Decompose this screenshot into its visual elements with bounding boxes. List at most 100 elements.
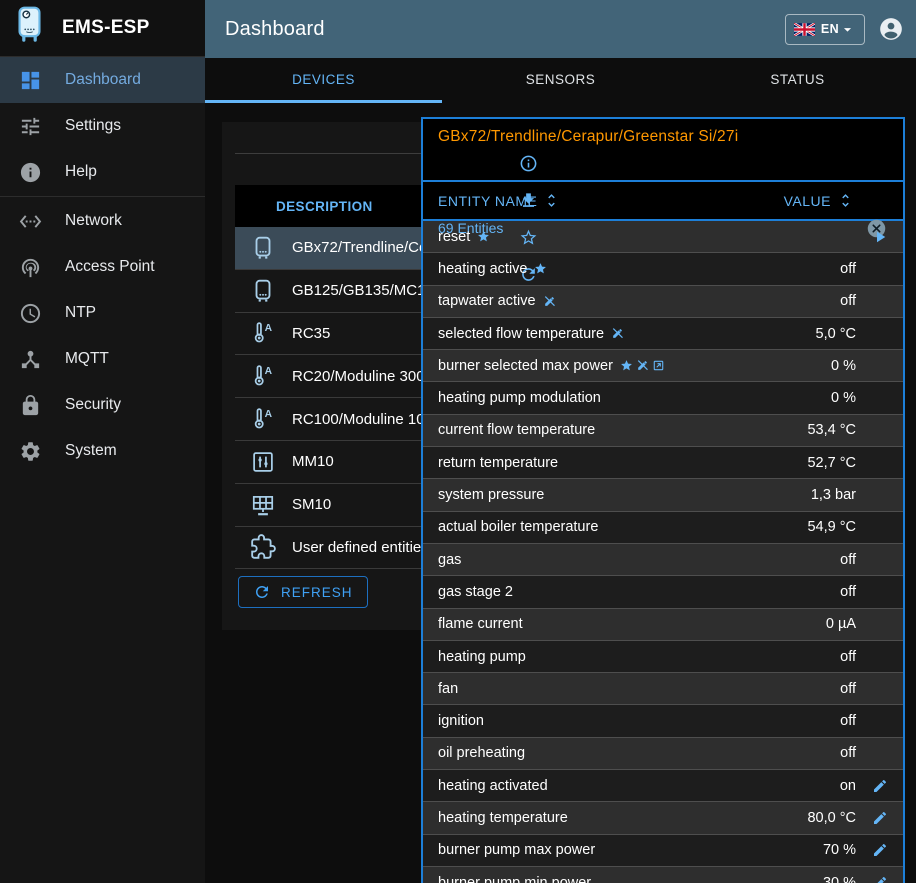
entity-name: heating active (438, 260, 528, 277)
play-icon[interactable] (871, 228, 889, 246)
entity-row: return temperature 52,7 °C (423, 447, 903, 480)
entity-row[interactable]: burner pump min power 30 % (423, 866, 903, 883)
device-row-label: RC20/Moduline 300 (292, 367, 421, 385)
sidebar-item-access-point[interactable]: Access Point (0, 244, 205, 290)
tab-bar: DEVICES SENSORS STATUS (205, 58, 916, 103)
entity-row[interactable]: heating activated on (423, 770, 903, 803)
favorite-icon (477, 230, 490, 243)
thermostat-icon: A (250, 363, 276, 389)
entity-row[interactable]: heating temperature 80,0 °C (423, 802, 903, 835)
edit-off-icon (636, 359, 649, 372)
entity-value: 0 µA (825, 616, 856, 633)
device-row[interactable]: SM10 (235, 484, 421, 527)
close-icon[interactable] (866, 218, 887, 239)
device-row[interactable]: A RC20/Moduline 300 (235, 355, 421, 399)
device-row[interactable]: A RC100/Moduline 1000 (235, 398, 421, 441)
device-row-label: User defined entities (292, 538, 421, 556)
entity-row: current flow temperature 53,4 °C (423, 414, 903, 448)
entity-markers (543, 295, 559, 308)
boiler-icon (250, 278, 276, 304)
device-row[interactable]: A RC35 (235, 313, 421, 356)
main-content: DESCRIPTION GBx72/Trendline/Cerapur/Gree… (205, 103, 916, 883)
sidebar-item-label: Access Point (65, 258, 155, 275)
language-selector-button[interactable]: EN (784, 13, 865, 45)
device-row[interactable]: MM10 (235, 441, 421, 484)
sidebar-item-label: System (65, 442, 117, 459)
edit-icon[interactable] (872, 810, 888, 826)
refresh-button[interactable]: REFRESH (238, 576, 368, 608)
sidebar-item-help[interactable]: Help (0, 149, 205, 195)
panel-toolbar: 69 Entities (438, 154, 889, 302)
security-icon (19, 394, 42, 417)
tab-status[interactable]: STATUS (679, 58, 916, 103)
devices-card: DESCRIPTION GBx72/Trendline/Cerapur/Gree… (222, 122, 421, 630)
sort-icon (543, 192, 560, 209)
topbar-actions: EN (784, 13, 904, 45)
sidebar-item-mqtt[interactable]: MQTT (0, 336, 205, 382)
entity-row: gas stage 2 off (423, 576, 903, 609)
entity-name: return temperature (438, 454, 559, 471)
edit-icon[interactable] (872, 778, 888, 794)
account-button[interactable] (878, 16, 904, 42)
entity-row: flame current 0 µA (423, 608, 903, 641)
star-icon[interactable] (519, 228, 538, 247)
edit-off-icon (611, 327, 624, 340)
entity-value: 30 % (822, 874, 856, 883)
sidebar-item-label: Settings (65, 117, 122, 134)
entity-value: 0 % (831, 357, 856, 374)
entity-row: ignition off (423, 705, 903, 738)
mqtt-icon (19, 348, 42, 371)
app-name: EMS-ESP (62, 17, 150, 38)
entity-name: system pressure (438, 487, 545, 504)
entity-count: 69 Entities (438, 220, 504, 236)
entity-name: current flow temperature (438, 422, 596, 439)
sort-icon (837, 192, 854, 209)
entity-row: tapwater active off (423, 285, 903, 318)
entity-markers (534, 262, 550, 275)
entity-row: heating active off (423, 253, 903, 286)
entity-row[interactable]: reset (423, 221, 903, 254)
tab-sensors[interactable]: SENSORS (442, 58, 679, 103)
sidebar-item-system[interactable]: System (0, 428, 205, 474)
sort-by-entity-name[interactable]: ENTITY NAME (438, 192, 560, 209)
entity-value: 5,0 °C (815, 325, 856, 342)
tab-devices[interactable]: DEVICES (205, 58, 442, 103)
svg-text:A: A (265, 366, 273, 377)
panel-header: GBx72/Trendline/Cerapur/Greenstar Si/27i… (423, 119, 903, 281)
device-row-label: MM10 (292, 453, 334, 471)
device-row-label: RC35 (292, 324, 331, 342)
sidebar-item-ntp[interactable]: NTP (0, 290, 205, 336)
device-row[interactable]: GBx72/Trendline/Cerapur/Greenstar Si/27i (235, 227, 421, 270)
edit-off-icon (543, 295, 556, 308)
sort-by-value[interactable]: VALUE (784, 192, 854, 209)
sidebar-item-dashboard[interactable]: Dashboard (0, 57, 205, 103)
edit-icon[interactable] (872, 875, 888, 883)
devices-column-header[interactable]: DESCRIPTION (235, 185, 421, 227)
device-row[interactable]: GB125/GB135/MC10 (235, 270, 421, 313)
entity-row: system pressure 1,3 bar (423, 479, 903, 512)
entity-row[interactable]: burner pump max power 70 % (423, 834, 903, 867)
device-row-label: GB125/GB135/MC10 (292, 282, 421, 300)
entity-value: 0 % (831, 390, 856, 407)
sidebar-item-label: Dashboard (65, 71, 141, 88)
system-icon (19, 440, 42, 463)
edit-icon[interactable] (872, 842, 888, 858)
refresh-icon[interactable] (519, 265, 538, 284)
device-title: GBx72/Trendline/Cerapur/Greenstar Si/27i (438, 128, 739, 145)
sidebar-item-network[interactable]: Network (0, 198, 205, 244)
entity-name: actual boiler temperature (438, 519, 599, 536)
entity-value: 1,3 bar (810, 487, 856, 504)
sidebar-item-label: Help (65, 163, 97, 180)
sidebar-item-settings[interactable]: Settings (0, 103, 205, 149)
tab-label: DEVICES (292, 71, 355, 87)
download-icon[interactable] (519, 191, 538, 210)
info-icon[interactable] (519, 154, 538, 173)
device-row[interactable]: User defined entities (235, 527, 421, 570)
sidebar: EMS-ESP Dashboard Settings Help Network Acce… (0, 0, 205, 883)
nav-divider (0, 196, 205, 197)
sidebar-item-label: Security (65, 396, 121, 413)
entity-name: oil preheating (438, 745, 526, 762)
sidebar-item-security[interactable]: Security (0, 382, 205, 428)
refresh-icon (253, 583, 271, 601)
entity-name: gas stage 2 (438, 583, 513, 600)
